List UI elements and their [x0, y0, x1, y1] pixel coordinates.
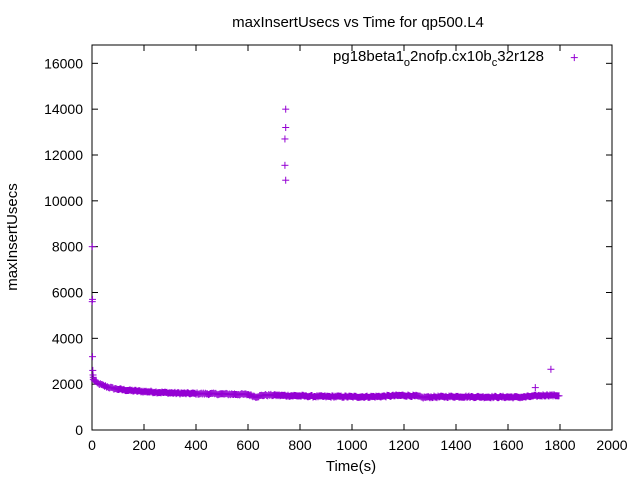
data-point [282, 105, 290, 113]
legend-label-part: 32r128 [497, 48, 544, 65]
y-tick-label: 6000 [52, 285, 83, 301]
y-axis-label: maxInsertUsecs [4, 183, 21, 291]
data-point [281, 135, 289, 143]
legend-marker [570, 54, 578, 62]
data-point [89, 373, 97, 381]
data-point [555, 392, 563, 400]
x-tick-label: 800 [288, 437, 312, 453]
y-tick-label: 2000 [52, 376, 83, 392]
x-tick-label: 1000 [336, 437, 367, 453]
x-tick-label: 2000 [596, 437, 627, 453]
legend-label-part: pg18beta1 [333, 48, 404, 65]
legend-label: pg18beta1o2nofp.cx10bc32r128 [333, 48, 544, 69]
x-tick-label: 1200 [388, 437, 419, 453]
y-tick-label: 16000 [44, 55, 83, 71]
data-point [547, 365, 555, 373]
x-tick-label: 600 [236, 437, 260, 453]
y-tick-label: 10000 [44, 193, 83, 209]
legend-label-subscript: o [404, 57, 410, 69]
x-tick-label: 400 [184, 437, 208, 453]
y-tick-label: 14000 [44, 101, 83, 117]
chart-title: maxInsertUsecs vs Time for qp500.L4 [232, 14, 484, 31]
data-point [88, 243, 96, 251]
data-point [89, 353, 97, 361]
data-point [282, 124, 290, 131]
x-axis: 0 200 400 600 800 1000 1200 1400 1600 1800 2000 [88, 45, 628, 453]
x-tick-label: 1600 [492, 437, 523, 453]
data-point [282, 176, 290, 184]
x-tick-label: 1800 [544, 437, 575, 453]
y-tick-label: 0 [75, 422, 83, 438]
legend: pg18beta1o2nofp.cx10bc32r128 [333, 48, 578, 69]
y-tick-label: 4000 [52, 330, 83, 346]
x-tick-label: 0 [88, 437, 96, 453]
x-axis-label: Time(s) [326, 458, 376, 475]
plot-frame [91, 44, 613, 431]
x-tick-label: 1400 [440, 437, 471, 453]
series-points [88, 105, 563, 402]
x-tick-label: 200 [132, 437, 156, 453]
y-tick-label: 12000 [44, 147, 83, 163]
data-point [531, 384, 539, 392]
legend-label-part: 2nofp.cx10b [410, 48, 492, 65]
data-point [89, 295, 97, 303]
data-point [281, 161, 289, 169]
y-axis: 0 2000 4000 6000 8000 10000 12000 14000 16000 [44, 55, 612, 438]
legend-label-subscript: c [492, 57, 498, 69]
y-tick-label: 8000 [52, 239, 83, 255]
